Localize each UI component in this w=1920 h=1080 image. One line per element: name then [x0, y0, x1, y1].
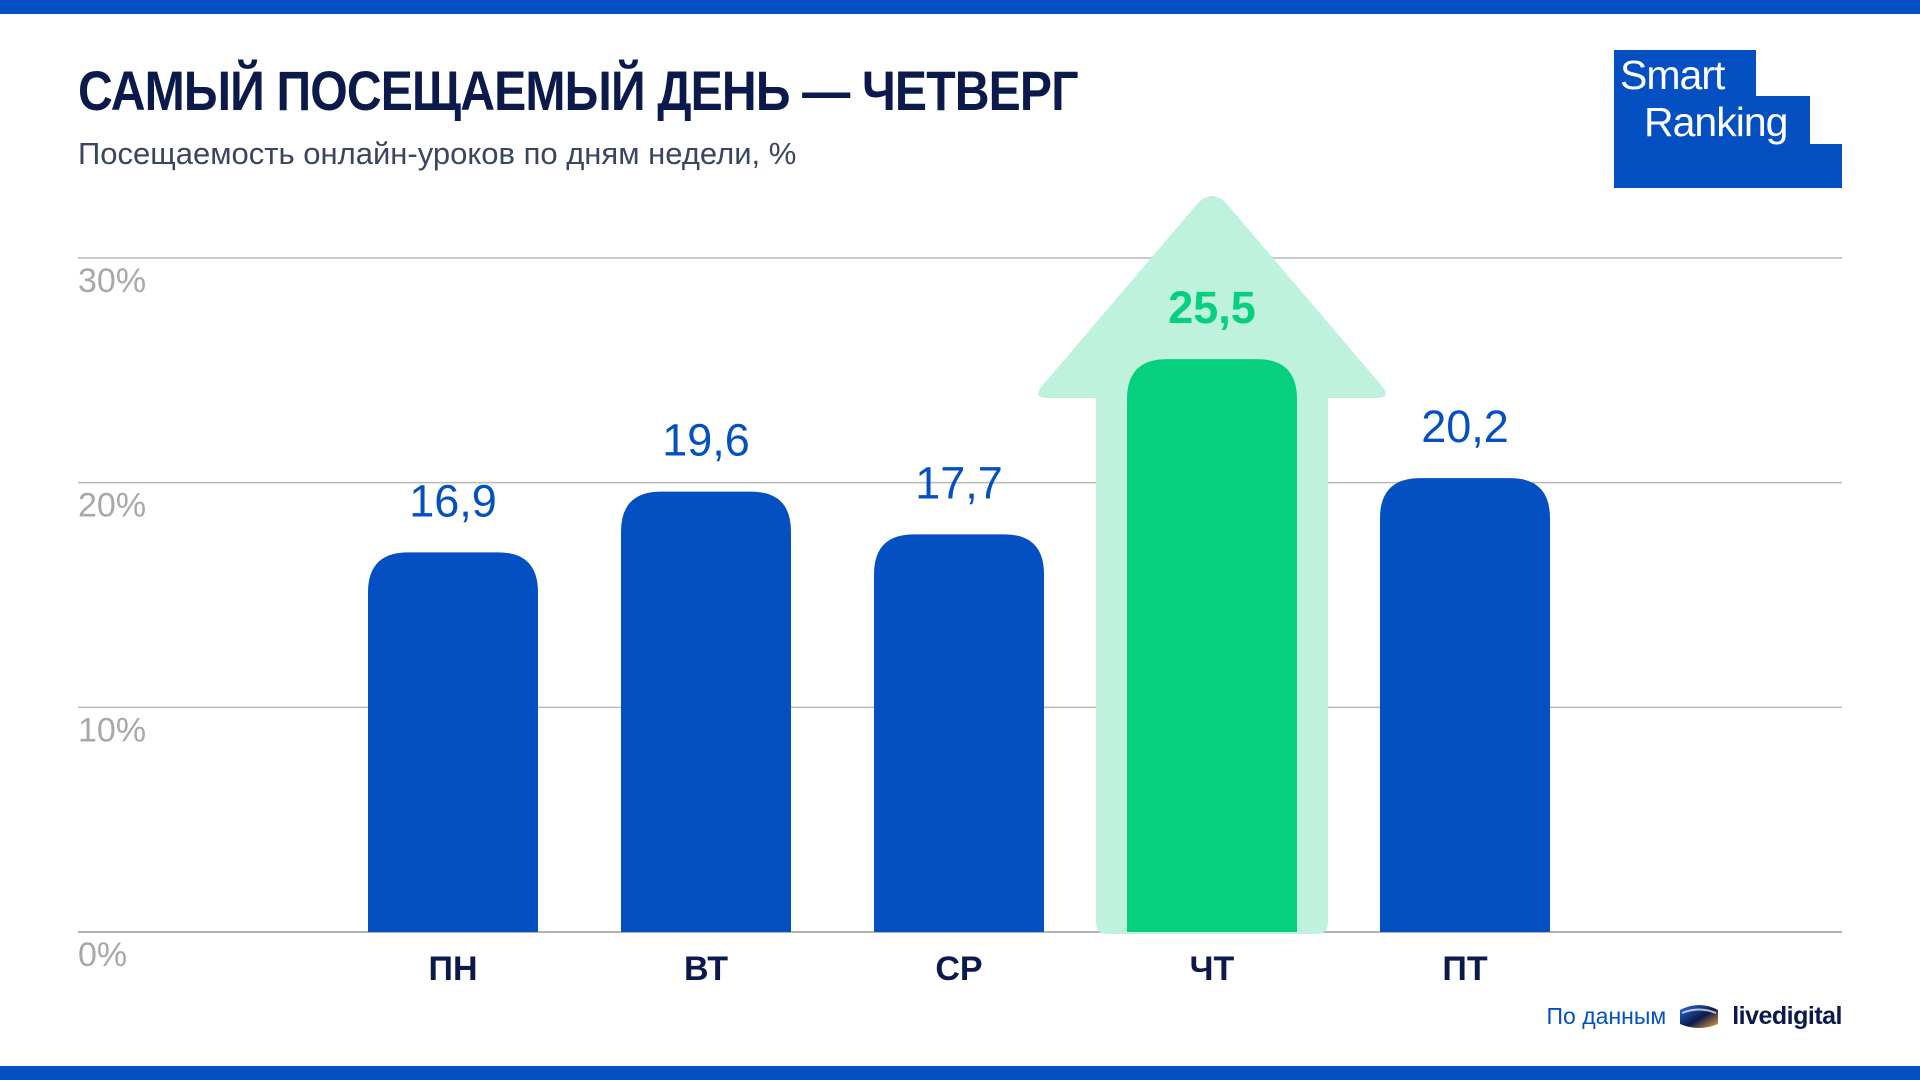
category-label: СР — [935, 950, 982, 988]
category-label: ПН — [429, 950, 478, 988]
livedigital-brand: livedigital — [1732, 1001, 1842, 1030]
category-label: ЧТ — [1190, 950, 1235, 988]
category-label: ВТ — [684, 950, 728, 988]
bar-ВТ — [621, 491, 791, 932]
y-tick-label: 10% — [78, 711, 146, 749]
bar-ПН — [368, 552, 538, 932]
livedigital-logo-icon — [1680, 1005, 1719, 1028]
logo-text-ranking: Ranking — [1644, 99, 1788, 145]
page-title: САМЫЙ ПОСЕЩАЕМЫЙ ДЕНЬ — ЧЕТВЕРГ — [78, 59, 1079, 122]
y-tick-label: 30% — [78, 262, 146, 300]
value-label: 16,9 — [409, 475, 497, 526]
source-label: По данным — [1546, 1002, 1667, 1029]
data-source: По данным livedigital — [1546, 998, 1843, 1034]
value-label: 25,5 — [1168, 282, 1256, 333]
category-label: ПТ — [1442, 950, 1487, 988]
value-label: 17,7 — [915, 457, 1003, 508]
y-tick-label: 0% — [78, 936, 127, 974]
value-label: 19,6 — [662, 415, 750, 466]
bar-СР — [874, 534, 1044, 932]
bar-ЧТ — [1127, 359, 1297, 933]
bar-ПТ — [1380, 478, 1550, 932]
page-subtitle: Посещаемость онлайн-уроков по дням недел… — [78, 136, 797, 171]
logo-text-smart: Smart — [1620, 52, 1725, 98]
top-frame-bar — [0, 0, 1920, 14]
smart-ranking-logo: Smart Ranking — [1614, 50, 1842, 188]
value-label: 20,2 — [1421, 401, 1509, 452]
y-tick-label: 20% — [78, 487, 146, 525]
bottom-frame-bar — [0, 1066, 1920, 1080]
